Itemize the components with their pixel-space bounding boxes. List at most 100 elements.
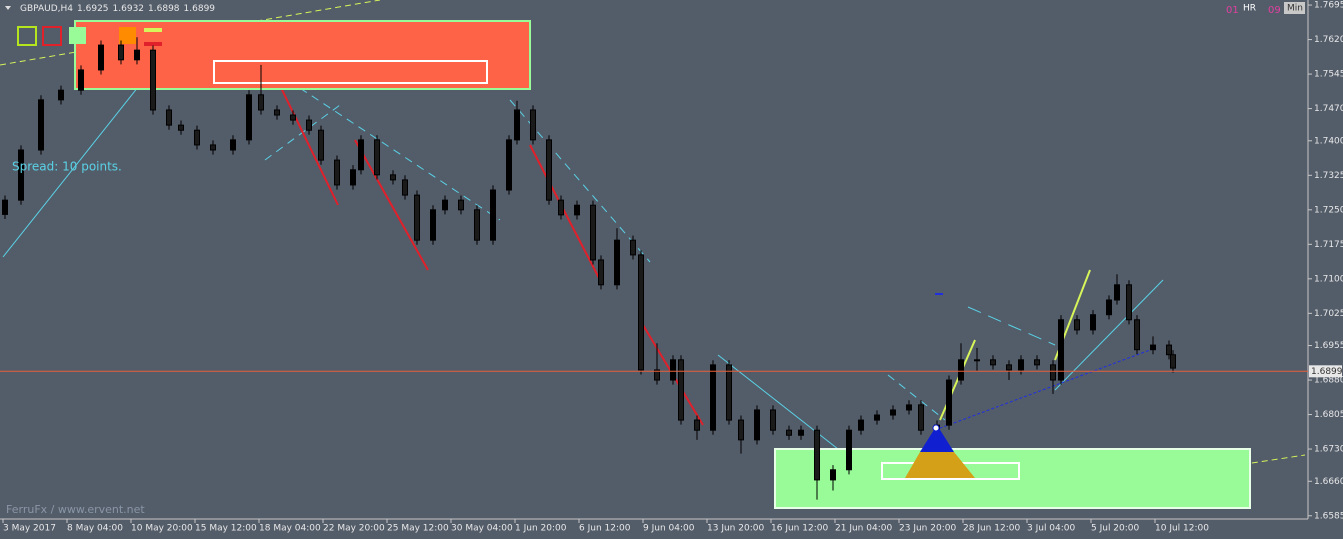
candle-body xyxy=(546,139,552,201)
title-part: 1.6925 xyxy=(77,4,109,14)
x-tick-label: 13 Jun 20:00 xyxy=(707,524,764,534)
candle-body xyxy=(414,194,420,241)
candle-body xyxy=(1134,319,1140,351)
timer-box xyxy=(1284,2,1305,14)
x-tick-label: 10 May 20:00 xyxy=(131,524,193,534)
menu-arrow[interactable] xyxy=(5,6,11,10)
candle-body xyxy=(630,239,636,256)
candle-body xyxy=(590,204,596,261)
title-part: 1.6932 xyxy=(113,4,145,14)
candle-body xyxy=(558,199,564,216)
candle-body xyxy=(1106,299,1112,316)
candle-body xyxy=(514,109,520,141)
candle-body xyxy=(890,409,896,416)
candle-body xyxy=(1114,284,1120,301)
candle-body xyxy=(678,359,684,421)
candle-body xyxy=(1006,364,1012,371)
trend-line xyxy=(967,306,1056,346)
x-tick-label: 22 May 20:00 xyxy=(323,524,385,534)
x-tick-label: 8 May 04:00 xyxy=(67,524,123,534)
chart-title: GBPAUD,H4 1.6925 1.6932 1.6898 1.6899 xyxy=(20,4,215,14)
candle-body xyxy=(194,129,200,146)
candle-body xyxy=(990,359,996,366)
candle-body xyxy=(358,139,364,171)
pyramid-bottom xyxy=(905,452,975,478)
title-part: 1.6898 xyxy=(148,4,180,14)
x-tick-label: 1 Jun 20:00 xyxy=(515,524,567,534)
candle-body xyxy=(458,199,464,211)
x-tick-label: 30 May 04:00 xyxy=(451,524,513,534)
icon-bar xyxy=(144,28,162,32)
x-tick-label: 9 Jun 04:00 xyxy=(643,524,695,534)
candle-body xyxy=(350,169,356,186)
title-part: GBPAUD,H4 xyxy=(20,4,73,14)
y-tick-label: 1.7025 xyxy=(1314,309,1343,319)
y-tick-label: 1.6660 xyxy=(1314,477,1343,487)
icon-box xyxy=(17,26,37,46)
candle-body xyxy=(614,239,620,286)
footer: FerruFx / www.ervent.net xyxy=(6,503,145,516)
price-label: 1.6899 xyxy=(1311,367,1343,377)
candle-body xyxy=(858,419,864,431)
x-tick-label: 5 Jul 20:00 xyxy=(1091,524,1140,534)
candle-body xyxy=(78,69,84,91)
y-tick-label: 1.7470 xyxy=(1314,104,1343,114)
icon-bar xyxy=(144,42,162,46)
candle-body xyxy=(442,199,448,211)
candle-body xyxy=(506,139,512,191)
y-tick-label: 1.6880 xyxy=(1314,376,1343,386)
candle-body xyxy=(654,369,660,381)
candle-body xyxy=(598,259,604,286)
title-part: 1.6899 xyxy=(184,4,216,14)
x-tick-label: 3 Jul 04:00 xyxy=(1027,524,1076,534)
x-tick-label: 15 May 12:00 xyxy=(195,524,257,534)
x-tick-label: 28 Jun 12:00 xyxy=(963,524,1020,534)
y-tick-label: 1.7695 xyxy=(1314,1,1343,11)
candle-body xyxy=(726,364,732,421)
candle-body xyxy=(974,359,980,362)
candle-body xyxy=(274,109,280,116)
candle-body xyxy=(1090,314,1096,331)
candle-body xyxy=(770,409,776,431)
candle-body xyxy=(118,44,124,61)
y-tick-label: 1.7325 xyxy=(1314,171,1343,181)
trend-line xyxy=(887,374,946,421)
candle-body xyxy=(874,414,880,421)
timer-minutes: 09 xyxy=(1268,5,1281,16)
candles xyxy=(2,37,1176,500)
candle-body xyxy=(670,359,676,381)
x-tick-label: 18 May 04:00 xyxy=(259,524,321,534)
price-label-box xyxy=(1309,365,1342,378)
candle-body xyxy=(1058,319,1064,381)
candle-body xyxy=(38,99,44,151)
x-tick-label: 21 Jun 04:00 xyxy=(835,524,892,534)
candle-body xyxy=(134,49,140,61)
trend-line xyxy=(939,339,976,421)
candle-body xyxy=(402,179,408,196)
candle-body xyxy=(178,124,184,131)
candle-body xyxy=(490,189,496,241)
icon-box xyxy=(119,27,136,44)
candle-body xyxy=(710,364,716,431)
candle-body xyxy=(946,379,952,426)
y-tick-label: 1.7545 xyxy=(1314,70,1343,80)
candle-body xyxy=(474,209,480,241)
candle-body xyxy=(846,429,852,471)
candle-body xyxy=(374,139,380,176)
candle-body xyxy=(1170,354,1176,369)
candle-body xyxy=(906,404,912,411)
x-tick-label: 23 Jun 20:00 xyxy=(899,524,956,534)
candle-body xyxy=(210,144,216,151)
candle-body xyxy=(1166,344,1172,356)
spread-text: Spread: 10 points. xyxy=(12,160,122,174)
candle-body xyxy=(258,94,264,111)
candle-body xyxy=(306,119,312,131)
trend-line xyxy=(264,64,501,221)
x-tick-label: 25 May 12:00 xyxy=(387,524,449,534)
candle-body xyxy=(1074,319,1080,331)
y-tick-label: 1.7175 xyxy=(1314,240,1343,250)
x-tick-label: 3 May 2017 xyxy=(3,524,56,534)
timer-min: Min xyxy=(1287,4,1303,14)
y-tick-label: 1.7100 xyxy=(1314,274,1343,284)
